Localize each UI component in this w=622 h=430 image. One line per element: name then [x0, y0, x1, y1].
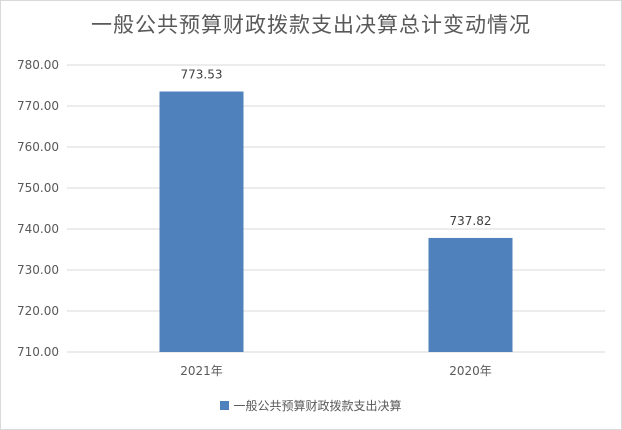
y-tick-label: 770.00: [17, 99, 59, 113]
x-tick-label: 2021年: [180, 364, 223, 378]
legend-label: 一般公共预算财政拨款支出决算: [233, 399, 402, 413]
data-label: 737.82: [450, 214, 492, 228]
y-tick-label: 740.00: [17, 222, 59, 236]
y-tick-label: 750.00: [17, 181, 59, 195]
bar: [159, 91, 244, 352]
bar: [428, 237, 513, 352]
y-tick-label: 760.00: [17, 140, 59, 154]
chart-legend: 一般公共预算财政拨款支出决算: [1, 397, 621, 414]
data-label: 773.53: [181, 68, 223, 82]
y-tick-label: 730.00: [17, 263, 59, 277]
y-tick-label: 710.00: [17, 345, 59, 359]
legend-swatch: [220, 401, 230, 410]
x-tick-label: 2020年: [449, 364, 492, 378]
chart-title: 一般公共预算财政拨款支出决算总计变动情况: [91, 13, 531, 37]
y-tick-label: 720.00: [17, 304, 59, 318]
y-tick-label: 780.00: [17, 58, 59, 72]
